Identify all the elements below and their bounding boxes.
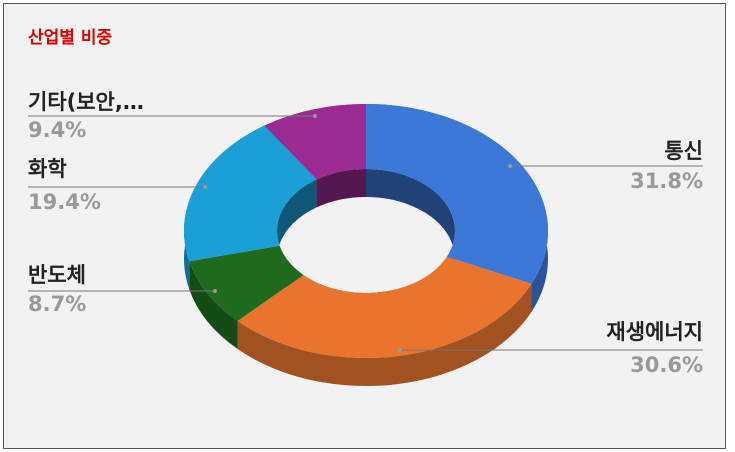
- slice-label: 기타(보안,…: [28, 90, 144, 114]
- slice-label: 반도체: [28, 263, 86, 287]
- slice-value-label: 19.4%: [28, 190, 101, 214]
- slice-inner-wall: [277, 179, 317, 274]
- leader-dot: [508, 164, 512, 168]
- slice-label: 화학: [28, 157, 67, 181]
- slice-value-label: 30.6%: [630, 353, 703, 377]
- slice-value-label: 31.8%: [630, 169, 703, 193]
- slice: [189, 245, 304, 322]
- slice-side: [189, 261, 238, 350]
- slice-side: [237, 283, 532, 386]
- slice-label: 재생에너지: [606, 320, 703, 344]
- leader-dot: [203, 185, 207, 189]
- slice-inner-wall: [316, 169, 366, 208]
- slice: [237, 256, 532, 358]
- leader-dot: [398, 348, 402, 352]
- slice: [264, 104, 366, 180]
- slice-value-label: 9.4%: [28, 118, 86, 142]
- slice: [184, 125, 317, 262]
- leader-dot: [313, 114, 317, 118]
- chart-title: 산업별 비중: [28, 28, 112, 48]
- slice-label: 통신: [664, 139, 703, 163]
- slice: [366, 104, 548, 284]
- leader-dot: [213, 289, 217, 293]
- slice-value-label: 8.7%: [28, 292, 86, 316]
- slice-inner-wall: [366, 169, 455, 285]
